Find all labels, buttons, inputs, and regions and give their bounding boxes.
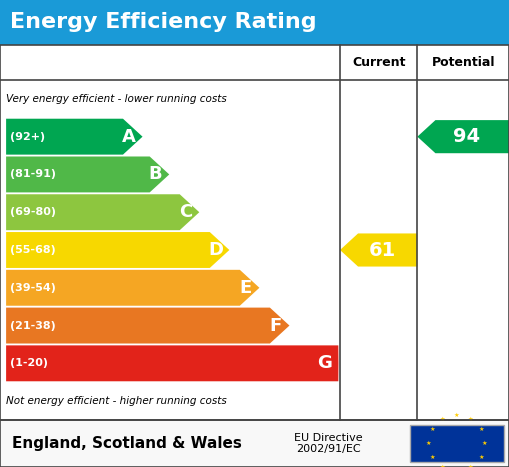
Bar xyxy=(0,45,509,420)
Text: Energy Efficiency Rating: Energy Efficiency Rating xyxy=(10,13,317,33)
Text: ★: ★ xyxy=(478,427,484,432)
Text: ★: ★ xyxy=(430,455,435,460)
Text: ★: ★ xyxy=(478,455,484,460)
Text: (39-54): (39-54) xyxy=(10,283,56,293)
Text: 94: 94 xyxy=(453,127,480,146)
Text: Not energy efficient - higher running costs: Not energy efficient - higher running co… xyxy=(6,396,227,406)
Bar xyxy=(0,0,509,45)
Polygon shape xyxy=(6,156,169,192)
Text: (69-80): (69-80) xyxy=(10,207,56,217)
Text: ★: ★ xyxy=(454,413,460,418)
Text: England, Scotland & Wales: England, Scotland & Wales xyxy=(12,436,242,451)
Text: 61: 61 xyxy=(369,241,396,260)
Text: EU Directive
2002/91/EC: EU Directive 2002/91/EC xyxy=(294,433,362,454)
Text: (21-38): (21-38) xyxy=(10,320,56,331)
Text: ★: ★ xyxy=(440,465,446,467)
Text: C: C xyxy=(179,203,192,221)
Text: ★: ★ xyxy=(468,465,474,467)
Text: Current: Current xyxy=(352,56,406,69)
Polygon shape xyxy=(6,346,338,381)
Bar xyxy=(0,420,509,467)
Text: ★: ★ xyxy=(440,417,446,422)
Text: E: E xyxy=(240,279,252,297)
Text: A: A xyxy=(122,127,136,146)
Text: Potential: Potential xyxy=(432,56,495,69)
Text: ★: ★ xyxy=(468,417,474,422)
Polygon shape xyxy=(340,234,417,267)
Text: ★: ★ xyxy=(430,427,435,432)
Text: (1-20): (1-20) xyxy=(10,358,48,368)
Polygon shape xyxy=(6,270,260,306)
Text: ★: ★ xyxy=(482,441,488,446)
Text: (55-68): (55-68) xyxy=(10,245,56,255)
Text: Very energy efficient - lower running costs: Very energy efficient - lower running co… xyxy=(6,94,227,104)
Text: G: G xyxy=(317,354,332,372)
Text: (81-91): (81-91) xyxy=(10,170,56,179)
Text: F: F xyxy=(270,317,282,334)
Polygon shape xyxy=(417,120,509,153)
Polygon shape xyxy=(6,119,143,155)
Text: D: D xyxy=(208,241,223,259)
Bar xyxy=(410,425,504,462)
Polygon shape xyxy=(6,194,200,230)
Text: ★: ★ xyxy=(426,441,432,446)
Polygon shape xyxy=(6,308,290,344)
Polygon shape xyxy=(6,232,230,268)
Text: (92+): (92+) xyxy=(10,132,45,142)
Text: B: B xyxy=(149,165,162,184)
